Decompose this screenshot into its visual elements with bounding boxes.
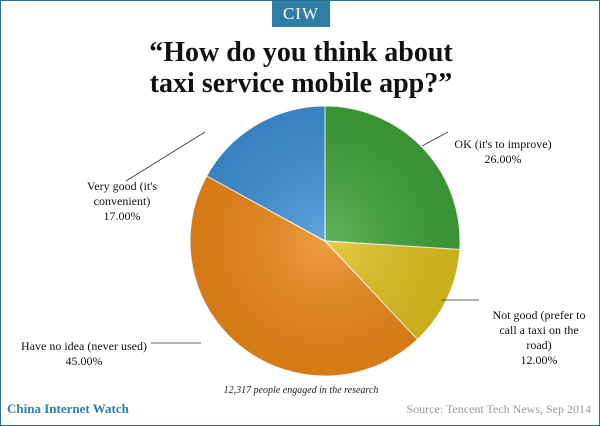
source-note: Source: Tencent Tech News, Sep 2014 xyxy=(406,402,592,416)
slice-value-not-good: 12.00% xyxy=(520,353,558,367)
slice-label-not-good-text: Not good (prefer to call a taxi on the r… xyxy=(492,308,586,352)
pie-shading xyxy=(190,106,460,376)
leader-line-very-good xyxy=(125,131,206,182)
chart-title: “How do you think about taxi service mob… xyxy=(149,37,453,99)
slice-value-ok: 26.00% xyxy=(484,152,522,166)
slice-label-no-idea-text: Have no idea (never used) xyxy=(21,339,147,353)
slice-label-not-good: Not good (prefer to call a taxi on the r… xyxy=(479,293,599,383)
slice-label-very-good-text: Very good (it's convenient) xyxy=(86,179,158,208)
slice-label-ok-text: OK (it's to improve) xyxy=(454,137,552,151)
ciw-badge: CIW xyxy=(272,1,330,27)
research-footnote: 12,317 people engaged in the research xyxy=(223,385,379,396)
leader-line-ok xyxy=(421,131,449,147)
brand-name: China Internet Watch xyxy=(7,401,129,416)
slice-label-ok: OK (it's to improve) 26.00% xyxy=(437,122,569,182)
slice-label-no-idea: Have no idea (never used) 45.00% xyxy=(9,324,159,384)
slice-value-no-idea: 45.00% xyxy=(65,354,103,368)
slice-value-very-good: 17.00% xyxy=(103,209,141,223)
slice-label-very-good: Very good (it's convenient) 17.00% xyxy=(57,164,187,239)
